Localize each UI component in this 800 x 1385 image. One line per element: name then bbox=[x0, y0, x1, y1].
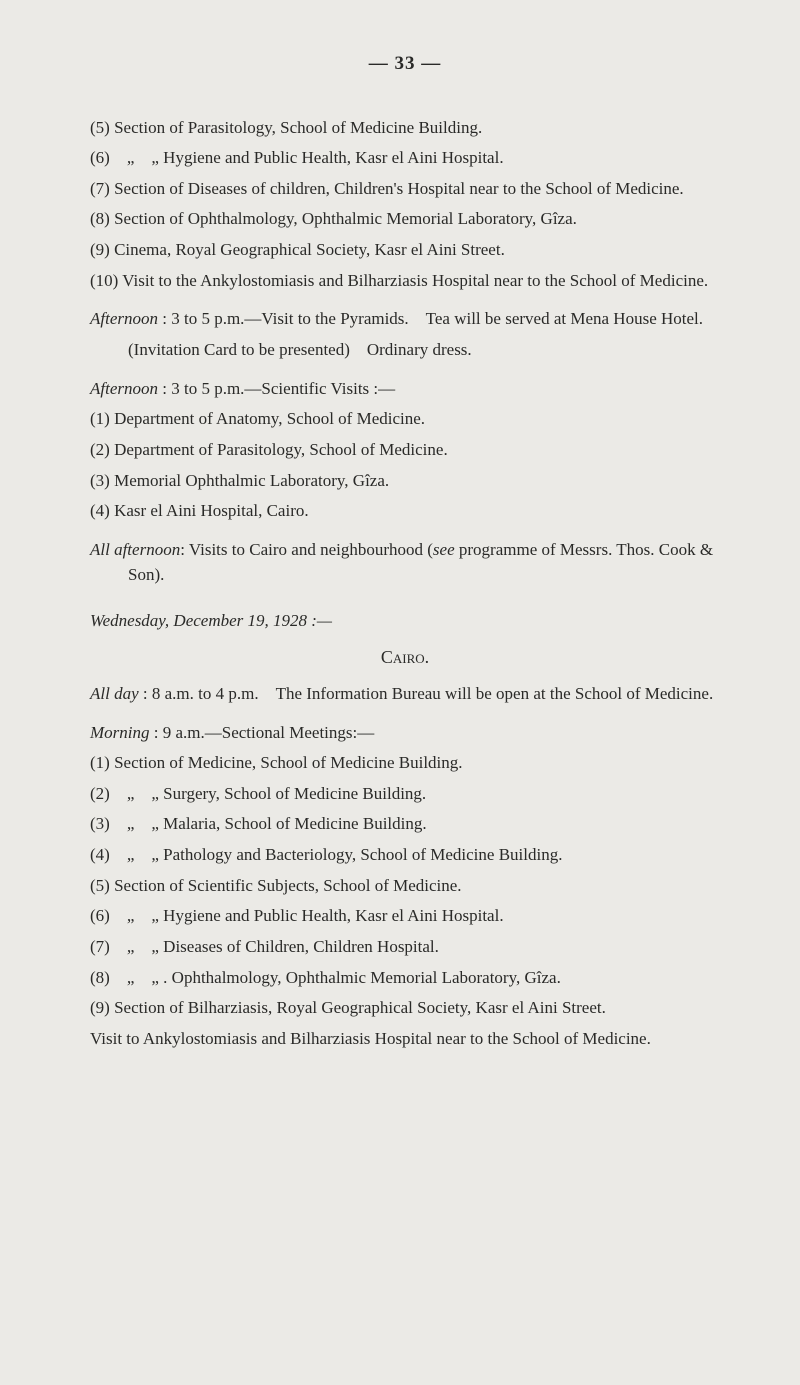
morning-text: : 9 a.m.—Sectional Meetings:— bbox=[150, 723, 375, 742]
afternoon-text: : 3 to 5 p.m.—Visit to the Pyramids. Tea… bbox=[158, 309, 703, 328]
list-item: (8) „ „ . Ophthalmology, Ophthalmic Memo… bbox=[90, 966, 720, 991]
list-item: (10) Visit to the Ankylostomiasis and Bi… bbox=[90, 269, 720, 294]
all-afternoon-text: : Visits to Cairo and neighbourhood (see… bbox=[128, 540, 713, 584]
list-item: (5) Section of Parasitology, School of M… bbox=[90, 116, 720, 141]
list-item: (1) Department of Anatomy, School of Med… bbox=[90, 407, 720, 432]
list-item: (6) „ „ Hygiene and Public Health, Kasr … bbox=[90, 146, 720, 171]
list-item: (2) „ „ Surgery, School of Medicine Buil… bbox=[90, 782, 720, 807]
all-afternoon-label: All afternoon bbox=[90, 540, 180, 559]
afternoon-label: Afternoon bbox=[90, 309, 158, 328]
morning-label: Morning bbox=[90, 723, 150, 742]
list-item: (1) Section of Medicine, School of Medic… bbox=[90, 751, 720, 776]
list-item: (8) Section of Ophthalmology, Ophthalmic… bbox=[90, 207, 720, 232]
afternoon-heading: Afternoon : 3 to 5 p.m.—Visit to the Pyr… bbox=[90, 307, 720, 332]
all-day: All day : 8 a.m. to 4 p.m. The Informati… bbox=[90, 682, 720, 707]
list-item: (7) Section of Diseases of children, Chi… bbox=[90, 177, 720, 202]
list-item: (6) „ „ Hygiene and Public Health, Kasr … bbox=[90, 904, 720, 929]
list-item: (4) Kasr el Aini Hospital, Cairo. bbox=[90, 499, 720, 524]
morning-heading: Morning : 9 a.m.—Sectional Meetings:— bbox=[90, 721, 720, 746]
all-day-label: All day bbox=[90, 684, 139, 703]
day-heading: Wednesday, December 19, 1928 :— bbox=[90, 609, 720, 634]
afternoon-text: : 3 to 5 p.m.—Scientific Visits :— bbox=[158, 379, 395, 398]
city-heading: Cairo. bbox=[90, 644, 720, 670]
list-item: (9) Cinema, Royal Geographical Society, … bbox=[90, 238, 720, 263]
list-item: (5) Section of Scientific Subjects, Scho… bbox=[90, 874, 720, 899]
afternoon-label: Afternoon bbox=[90, 379, 158, 398]
afternoon-heading: Afternoon : 3 to 5 p.m.—Scientific Visit… bbox=[90, 377, 720, 402]
list-item: (2) Department of Parasitology, School o… bbox=[90, 438, 720, 463]
page-number: — 33 — bbox=[90, 50, 720, 78]
list-item: (7) „ „ Diseases of Children, Children H… bbox=[90, 935, 720, 960]
invitation-note: (Invitation Card to be presented) Ordina… bbox=[90, 338, 720, 363]
all-day-text: : 8 a.m. to 4 p.m. The Information Burea… bbox=[139, 684, 714, 703]
list-item: (3) „ „ Malaria, School of Medicine Buil… bbox=[90, 812, 720, 837]
list-item: (4) „ „ Pathology and Bacteriology, Scho… bbox=[90, 843, 720, 868]
visit-note: Visit to Ankylostomiasis and Bilharziasi… bbox=[90, 1027, 720, 1052]
all-afternoon: All afternoon: Visits to Cairo and neigh… bbox=[90, 538, 720, 587]
list-item: (3) Memorial Ophthalmic Laboratory, Gîza… bbox=[90, 469, 720, 494]
list-item: (9) Section of Bilharziasis, Royal Geogr… bbox=[90, 996, 720, 1021]
